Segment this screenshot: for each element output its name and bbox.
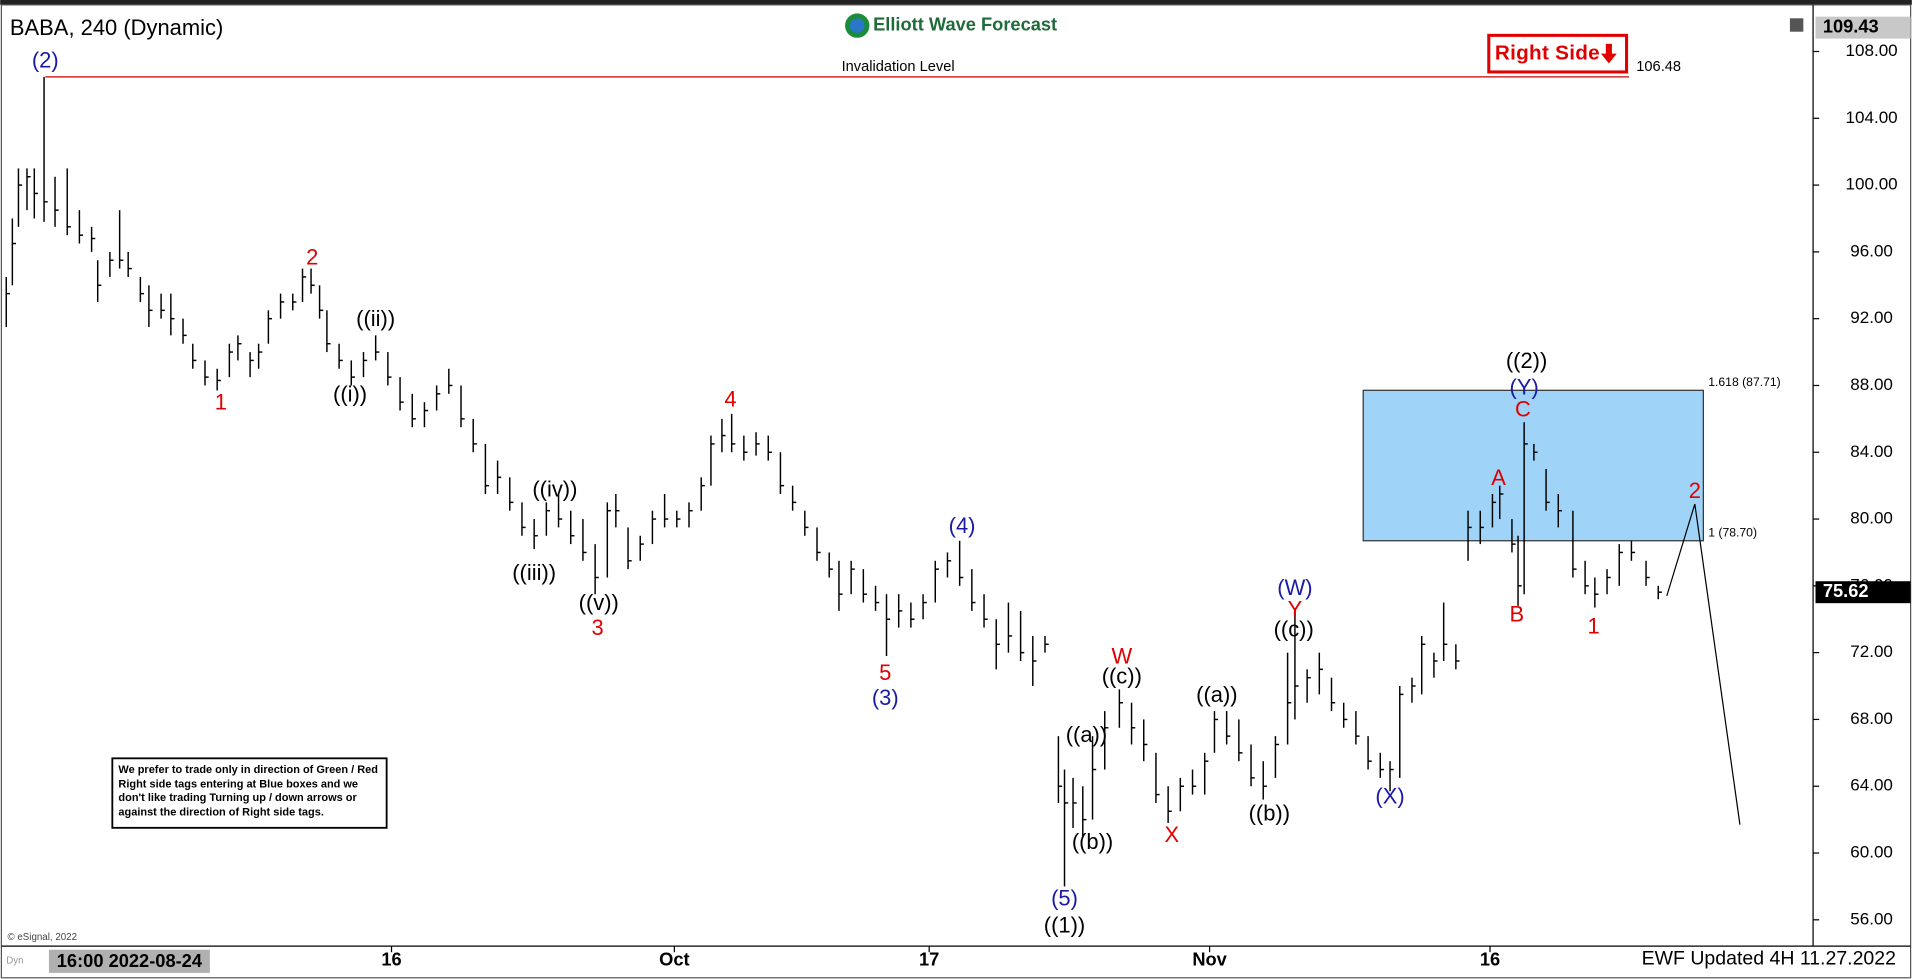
wave-label: ((ii)) — [356, 306, 395, 331]
wave-label: ((i)) — [333, 381, 367, 406]
wave-label: (5) — [1051, 886, 1078, 911]
wave-label: (4) — [949, 513, 976, 538]
updated-text: EWF Updated 4H 11.27.2022 — [1642, 948, 1896, 970]
wave-label: Y — [1288, 597, 1303, 622]
note-text: We prefer to trade only in direction of … — [118, 763, 378, 818]
wave-label: X — [1164, 822, 1179, 847]
y-tick-label: 100.00 — [1846, 175, 1898, 194]
wave-label: ((iii)) — [512, 560, 556, 585]
note-container: We prefer to trade only in direction of … — [118, 763, 378, 818]
top-price: 109.43 — [1823, 15, 1879, 36]
top-price-box — [1815, 16, 1911, 39]
y-tick-label: 80.00 — [1850, 509, 1893, 528]
wave-label: 2 — [306, 244, 318, 269]
projection-path — [1666, 503, 1741, 825]
logo-icon-inner — [849, 18, 865, 33]
wave-label: W — [1111, 643, 1132, 668]
wave-label: 1 — [215, 390, 227, 415]
y-tick-label: 72.00 — [1850, 642, 1893, 661]
y-tick-label: 104.00 — [1846, 108, 1898, 127]
x-tick-label: Oct — [659, 949, 689, 970]
last-price: 75.62 — [1823, 580, 1869, 601]
wave-label: (W) — [1277, 575, 1312, 600]
y-tick-label: 60.00 — [1850, 843, 1893, 862]
y-tick-label: 56.00 — [1850, 909, 1893, 928]
brand-name: Elliott Wave Forecast — [873, 13, 1057, 34]
wave-label: ((c)) — [1102, 663, 1142, 688]
x-tick-label: Nov — [1192, 949, 1227, 970]
y-tick-label: 64.00 — [1850, 776, 1893, 795]
symbol-title: BABA, 240 (Dynamic) — [10, 15, 223, 40]
zone-top-label: 1.618 (87.71) — [1708, 375, 1781, 389]
wave-label: ((b)) — [1249, 800, 1290, 825]
tag-text: Right Side — [1495, 42, 1600, 65]
zone-bottom-label: 1 (78.70) — [1708, 526, 1757, 540]
wave-label: 5 — [879, 660, 891, 685]
wave-label: B — [1510, 602, 1525, 627]
wave-label: ((a)) — [1196, 682, 1237, 707]
y-tick-label: 88.00 — [1850, 375, 1893, 394]
wave-label: ((c)) — [1274, 617, 1314, 642]
wave-label: 1 — [1588, 613, 1600, 638]
last-price-box — [1815, 581, 1911, 604]
source-text: © eSignal, 2022 — [7, 932, 77, 943]
fib-zone — [1362, 389, 1704, 542]
invalidation-label: Invalidation Level — [842, 59, 955, 75]
wave-label: ((a)) — [1066, 722, 1107, 747]
y-tick-label: 92.00 — [1850, 308, 1893, 327]
top-border — [0, 0, 1912, 5]
wave-label: 3 — [591, 615, 603, 640]
price-bars — [5, 76, 1662, 887]
mode-text: Dyn — [6, 955, 23, 966]
right-side-tag: Right Side — [1487, 33, 1629, 74]
window-button — [1789, 18, 1804, 32]
wave-label: (X) — [1375, 784, 1404, 809]
invalidation-value: 106.48 — [1636, 59, 1681, 75]
wave-label: (3) — [872, 685, 899, 710]
note-box — [111, 757, 388, 829]
wave-label: ((2)) — [1506, 348, 1547, 373]
brand-logo: Elliott Wave Forecast — [845, 13, 1057, 38]
y-tick-label: 96.00 — [1850, 241, 1893, 260]
x-tick-label: 17 — [919, 949, 939, 970]
wave-label: 4 — [724, 386, 736, 411]
x-tick-label: 16 — [381, 949, 401, 970]
cursor-time-box — [48, 949, 210, 973]
cursor-time: 16:00 2022-08-24 — [57, 950, 203, 971]
frame — [0, 4, 1912, 979]
wave-label: (Y) — [1510, 375, 1539, 400]
wave-label: ((b)) — [1072, 829, 1113, 854]
y-tick-label: 84.00 — [1850, 442, 1893, 461]
wave-label: ((iv)) — [532, 476, 577, 501]
wave-label: ((1)) — [1044, 912, 1085, 937]
y-tick-label: 68.00 — [1850, 709, 1893, 728]
wave-label: 2 — [1689, 478, 1701, 503]
wave-label: A — [1491, 465, 1506, 490]
y-tick-label: 108.00 — [1846, 41, 1898, 60]
wave-label: C — [1515, 396, 1531, 421]
wave-label: (2) — [32, 47, 59, 72]
x-tick-label: 16 — [1480, 949, 1500, 970]
wave-label: ((v)) — [579, 590, 619, 615]
